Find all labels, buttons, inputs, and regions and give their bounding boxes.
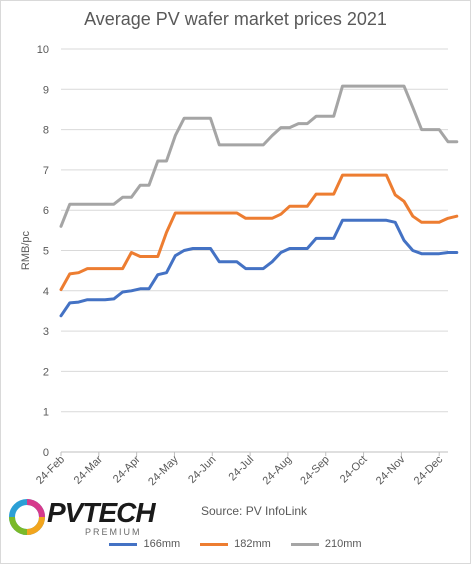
x-tick-label: 24-May	[146, 453, 181, 488]
y-axis-label: RMB/pc	[20, 230, 32, 270]
y-tick-label: 1	[43, 407, 49, 419]
chart-title: Average PV wafer market prices 2021	[84, 9, 387, 29]
legend-swatch	[109, 542, 138, 546]
y-tick-label: 8	[43, 125, 49, 137]
series-line-210mm	[59, 84, 459, 228]
logo-wordmark: PVTECH	[47, 497, 156, 528]
x-tick-label: 24-Apr	[111, 453, 143, 485]
y-tick-label: 7	[43, 165, 49, 177]
x-tick-label: 24-Feb	[34, 454, 67, 487]
legend-label: 166mm	[143, 538, 181, 550]
series-line-182mm	[59, 173, 459, 292]
legend-item-166mm: 166mm	[109, 538, 180, 550]
legend-item-210mm: 210mm	[290, 538, 362, 550]
x-tick-label: 24-Jun	[186, 454, 218, 486]
y-tick-label: 0	[43, 447, 49, 459]
legend-item-182mm: 182mm	[200, 538, 271, 550]
y-tick-label: 3	[43, 326, 49, 338]
x-tick-label: 24-Oct	[338, 454, 370, 486]
legend-swatch	[290, 542, 319, 546]
x-tick-label: 24-Nov	[374, 453, 408, 487]
x-tick-label: 24-Mar	[72, 453, 105, 486]
y-tick-label: 4	[43, 286, 49, 298]
pv-tech-logo: PVTECH PREMIUM	[7, 493, 167, 543]
logo-subtitle: PREMIUM	[85, 527, 142, 537]
legend-label: 182mm	[234, 538, 271, 550]
x-tick-label: 24-Aug	[260, 454, 294, 488]
y-tick-label: 5	[43, 246, 49, 258]
x-tick-label: 24-Dec	[412, 453, 446, 487]
x-tick-label: 24-Sep	[298, 454, 332, 488]
x-tick-label: 24-Jul	[227, 454, 257, 484]
series-line-166mm	[59, 218, 459, 318]
y-tick-label: 9	[43, 84, 49, 96]
y-tick-label: 10	[37, 44, 49, 56]
legend-swatch	[200, 542, 229, 546]
y-tick-label: 6	[43, 205, 49, 217]
y-tick-label: 2	[43, 366, 49, 378]
logo-emblem-icon	[9, 499, 45, 535]
source-note: Source: PV InfoLink	[201, 504, 308, 518]
chart-legend: 166mm 182mm 210mm	[1, 538, 470, 550]
legend-label: 210mm	[324, 538, 362, 550]
